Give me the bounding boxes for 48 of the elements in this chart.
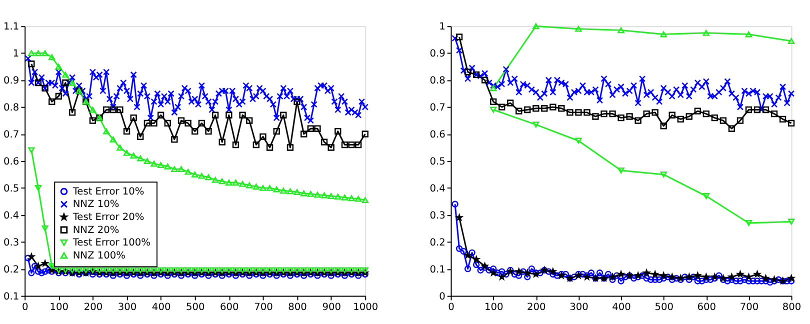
x-tick-label: 400 (152, 302, 171, 314)
y-tick-label: 0.2 (4, 264, 20, 276)
x-tick-label: 700 (254, 302, 273, 314)
x-tick-label: 300 (570, 302, 588, 314)
x-tick-label: 100 (484, 302, 504, 314)
y-tick-label: 0.3 (430, 210, 446, 222)
y-tick-label: 0.6 (430, 129, 446, 140)
x-tick-label: 400 (612, 302, 631, 314)
x-tick-label: 900 (322, 302, 341, 314)
y-tick-label: 0.2 (430, 237, 446, 248)
x-tick-label: 0 (22, 302, 28, 314)
y-tick-label: 0.1 (430, 264, 446, 276)
y-tick-label: 0.4 (4, 210, 20, 222)
legend-label: Test Error 20% (72, 212, 144, 224)
y-tick-label: 0.9 (4, 76, 20, 87)
y-tick-label: 0.7 (4, 129, 20, 140)
legend-label: NNZ 10% (72, 199, 120, 210)
x-tick-label: 700 (740, 302, 759, 314)
x-tick-label: 800 (288, 302, 307, 314)
x-tick-label: 600 (697, 302, 716, 314)
x-tick-label: 1000 (353, 302, 378, 314)
y-tick-label: 0.3 (4, 237, 20, 248)
y-tick-label: 0.7 (430, 102, 446, 114)
x-tick-label: 800 (782, 302, 802, 314)
y-tick-label: 0.4 (430, 183, 446, 194)
x-tick-label: 100 (50, 302, 69, 314)
x-tick-label: 200 (84, 302, 103, 314)
x-tick-label: 500 (654, 302, 674, 314)
x-tick-label: 200 (527, 302, 546, 314)
legend-label: Test Error 100% (72, 238, 150, 249)
y-tick-label: 0.8 (4, 102, 20, 114)
y-tick-label: 1 (439, 22, 446, 33)
x-tick-label: 0 (448, 302, 454, 314)
legend-label: NNZ 20% (72, 224, 120, 236)
y-tick-label: 0.5 (4, 183, 20, 194)
legend-label: Test Error 10% (72, 186, 144, 198)
y-tick-label: 1.1 (4, 22, 20, 33)
x-tick-label: 500 (186, 302, 205, 314)
y-tick-label: 0.9 (430, 48, 446, 60)
y-tick-label: 1 (12, 48, 20, 60)
y-tick-label: 0.1 (4, 291, 20, 302)
y-tick-label: 0 (439, 291, 446, 302)
x-tick-label: 300 (118, 302, 137, 314)
legend-label: NNZ 100% (72, 250, 126, 262)
y-tick-label: 0.8 (430, 76, 446, 87)
y-tick-label: 0.5 (430, 156, 446, 168)
x-tick-label: 600 (220, 302, 239, 314)
y-tick-label: 0.6 (4, 156, 20, 168)
